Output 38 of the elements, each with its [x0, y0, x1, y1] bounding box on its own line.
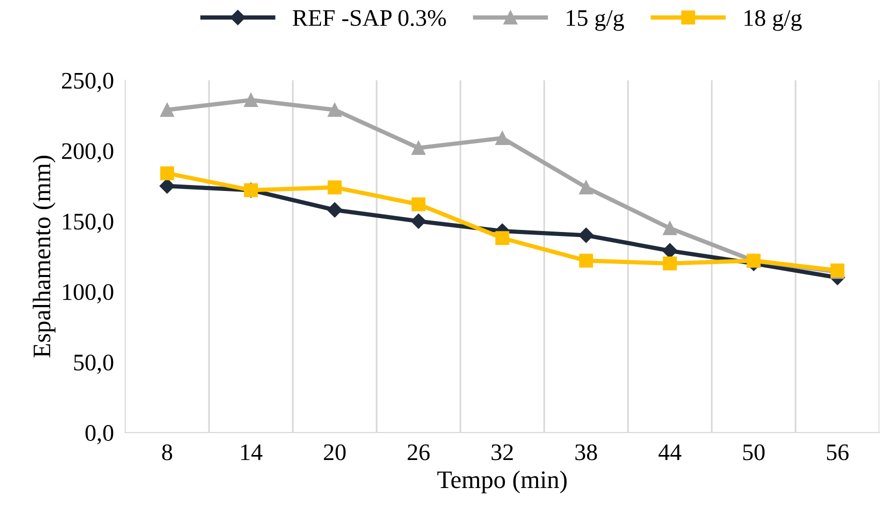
y-tick-label: 50,0: [74, 354, 114, 374]
point: [662, 221, 677, 236]
point: [160, 178, 175, 194]
point: [410, 214, 426, 229]
point: [327, 202, 342, 218]
point: [578, 228, 594, 243]
point: [662, 256, 677, 270]
y-tick-label: 100,0: [63, 284, 114, 304]
legend-label: REF -SAP 0.3%: [292, 10, 446, 26]
point: [160, 166, 174, 180]
x-tick-label: 44: [658, 444, 682, 460]
y-tick-label: 200,0: [62, 143, 114, 163]
x-axis-title: Tempo (min): [437, 470, 567, 494]
point: [160, 102, 174, 117]
x-tick-label: 50: [743, 444, 765, 460]
y-axis-title: Espalhamento (mm): [32, 156, 56, 358]
x-tick-label: 14: [241, 444, 262, 460]
point: [412, 140, 426, 155]
x-tick-label: 20: [324, 444, 346, 460]
x-tick-label: 26: [408, 444, 430, 460]
point: [495, 131, 510, 145]
point: [328, 102, 342, 117]
legend-label: 15 g/g: [566, 10, 624, 31]
x-tick-label: 32: [492, 444, 513, 460]
x-tick-label: 38: [575, 444, 597, 460]
legend-label: 18 g/g: [744, 10, 802, 31]
x-tick-label: 8: [162, 444, 172, 460]
point: [412, 197, 426, 212]
point: [328, 180, 342, 194]
point: [244, 93, 258, 107]
point: [579, 254, 594, 268]
y-tick-label: 0,0: [86, 425, 114, 444]
y-tick-label: 250,0: [62, 72, 114, 92]
point: [579, 180, 594, 194]
x-tick-label: 56: [827, 444, 849, 460]
point: [662, 243, 678, 258]
y-tick-label: 150,0: [63, 214, 114, 234]
point: [495, 231, 510, 246]
